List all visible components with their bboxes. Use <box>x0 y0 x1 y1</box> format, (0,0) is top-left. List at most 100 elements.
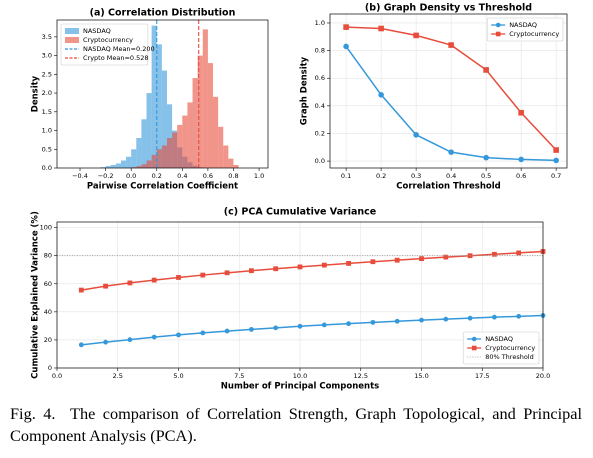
y-tick-label: 2.0 <box>42 89 52 97</box>
y-tick-label: 100 <box>40 224 52 232</box>
marker <box>321 262 327 268</box>
histogram-bar <box>120 160 127 168</box>
legend-label: NASDAQ Mean=0.200 <box>83 45 155 53</box>
marker <box>516 313 522 319</box>
legend-label: Cryptocurrency <box>485 344 535 352</box>
histogram-bar <box>207 63 214 168</box>
marker <box>127 337 133 343</box>
marker <box>224 328 230 334</box>
x-tick-label: 0.1 <box>341 172 351 180</box>
marker <box>346 321 351 327</box>
marker <box>448 42 454 48</box>
axes-frame <box>329 13 568 169</box>
histogram-bar <box>136 166 142 168</box>
marker <box>471 336 477 342</box>
histogram-bar <box>105 166 111 168</box>
y-tick-label: 0.0 <box>315 157 325 165</box>
marker <box>103 283 108 289</box>
marker <box>419 256 424 262</box>
marker <box>394 257 400 263</box>
axes-frame <box>56 221 544 369</box>
y-tick-label: 0.4 <box>315 102 325 110</box>
legend-box <box>462 331 540 365</box>
x-tick-label: 0.6 <box>516 172 526 180</box>
x-tick-label: 7.5 <box>234 372 244 380</box>
histogram-bar <box>136 138 142 168</box>
x-tick-label: 0.0 <box>52 372 62 380</box>
y-tick-label: 3.5 <box>42 33 52 41</box>
x-tick-label: 0.8 <box>228 172 238 180</box>
histogram-bar <box>182 115 188 168</box>
marker <box>553 147 559 153</box>
histogram-bar <box>228 158 234 168</box>
x-axis-label: Pairwise Correlation Coefficient <box>87 182 238 192</box>
x-tick-label: 0.0 <box>126 172 136 180</box>
histogram-bar <box>161 145 167 168</box>
y-axis-label: Cumulative Explained Variance (%) <box>31 211 41 379</box>
legend-swatch <box>65 37 79 43</box>
histogram-bar <box>156 149 162 168</box>
x-tick-label: 0.2 <box>376 172 386 180</box>
x-tick-label: 5.0 <box>173 372 183 380</box>
legend-label: 80% Threshold <box>485 353 534 361</box>
y-tick-label: 40 <box>44 308 52 316</box>
x-tick-label: 20.0 <box>536 372 550 380</box>
y-tick-label: 0.2 <box>315 129 325 137</box>
histogram-bar <box>192 78 198 168</box>
marker <box>443 316 449 322</box>
marker <box>370 259 376 265</box>
marker <box>448 149 454 155</box>
marker <box>151 277 157 283</box>
marker <box>200 272 206 278</box>
x-tick-label: −0.2 <box>98 172 114 180</box>
x-tick-label: −0.4 <box>72 172 88 180</box>
histogram-bar <box>161 70 167 168</box>
marker <box>492 314 497 320</box>
x-tick-label: 2.5 <box>113 372 123 380</box>
y-axis-label: Graph Density <box>300 56 310 125</box>
histogram-bar <box>110 165 116 168</box>
marker <box>419 317 424 323</box>
y-axis-label: Density <box>31 75 41 112</box>
y-tick-label: 80 <box>44 252 52 260</box>
marker <box>273 266 279 272</box>
legend-label: NASDAQ <box>509 21 537 29</box>
marker <box>516 250 522 256</box>
x-tick-label: 10.0 <box>293 372 307 380</box>
chart-title: (b) Graph Density vs Threshold <box>365 3 532 14</box>
line <box>81 314 544 346</box>
marker <box>492 251 497 257</box>
histogram-bar <box>166 138 173 168</box>
x-tick-label: 17.5 <box>475 372 489 380</box>
legend-label: NASDAQ <box>485 335 513 343</box>
y-tick-label: 1.0 <box>42 127 52 135</box>
marker <box>495 31 501 37</box>
legend-label: Cryptocurrency <box>83 36 133 44</box>
marker <box>297 323 303 329</box>
x-axis-label: Number of Principal Components <box>221 382 379 392</box>
histogram-bar <box>202 29 208 168</box>
marker <box>518 156 524 163</box>
y-tick-label: 20 <box>44 336 52 344</box>
marker <box>103 339 108 345</box>
x-tick-label: 0.4 <box>446 172 456 180</box>
marker <box>413 32 419 39</box>
y-tick-label: 3.0 <box>42 52 52 60</box>
marker <box>467 315 473 321</box>
histogram-bar <box>218 126 224 168</box>
marker <box>78 342 84 348</box>
figure: (a) Correlation Distribution −0.4 −0.2 0.0 0… <box>31 3 568 392</box>
x-tick-label: 0.2 <box>152 172 162 180</box>
legend-label: NASDAQ <box>83 27 111 35</box>
histogram-bar <box>223 145 229 168</box>
legend-box <box>60 23 149 66</box>
marker <box>483 67 489 73</box>
y-tick-label: 0.5 <box>42 145 52 153</box>
marker <box>224 270 230 276</box>
chart-title: (a) Correlation Distribution <box>90 8 236 19</box>
x-tick-label: 15.0 <box>414 372 428 380</box>
histogram-bar <box>141 119 147 168</box>
y-tick-label: 2.5 <box>42 70 52 78</box>
histogram-bar <box>166 104 173 168</box>
histogram-bar <box>156 44 162 168</box>
